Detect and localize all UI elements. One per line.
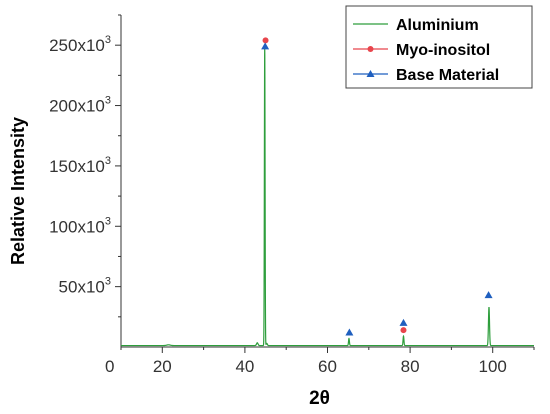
x-tick-label: 40 bbox=[235, 357, 254, 376]
x-axis-title: 2θ bbox=[309, 388, 330, 409]
marker-base-material bbox=[399, 318, 408, 326]
y-tick-label: 200x103 bbox=[49, 95, 111, 116]
marker-layer bbox=[261, 37, 493, 336]
marker-base-material bbox=[345, 328, 354, 336]
legend-entry: Base Material bbox=[353, 67, 499, 84]
legend: Aluminium Myo-inositol Base Material bbox=[345, 5, 533, 89]
legend-label: Myo-inositol bbox=[396, 42, 490, 59]
plot-area: 20 40 60 80 100 50x103 100x103 150x103 200x103 25… bbox=[49, 14, 535, 376]
y-tick-label: 50x103 bbox=[59, 276, 111, 297]
origin-label: 0 bbox=[105, 357, 114, 376]
x-tick-label: 100 bbox=[479, 357, 507, 376]
legend-swatch-marker bbox=[366, 70, 375, 77]
y-tick-label: 100x103 bbox=[49, 215, 111, 236]
series-line-aluminium bbox=[121, 46, 534, 347]
x-tick-label: 80 bbox=[401, 357, 420, 376]
x-tick-label: 20 bbox=[153, 357, 172, 376]
legend-label: Base Material bbox=[396, 67, 499, 84]
marker-myo-inositol bbox=[400, 327, 407, 334]
marker-myo-inositol bbox=[262, 37, 269, 44]
legend-entry: Aluminium bbox=[353, 17, 479, 34]
legend-entry: Myo-inositol bbox=[353, 42, 490, 59]
marker-base-material bbox=[484, 291, 493, 299]
legend-label: Aluminium bbox=[396, 17, 479, 34]
tick-labels: 20 40 60 80 100 50x103 100x103 150x103 200x103 25… bbox=[49, 34, 507, 376]
x-tick-label: 60 bbox=[318, 357, 337, 376]
axis-ticks bbox=[115, 14, 535, 353]
y-tick-label: 250x103 bbox=[49, 34, 111, 55]
series-layer bbox=[121, 46, 534, 347]
y-tick-label: 150x103 bbox=[49, 155, 111, 176]
y-axis-title: Relative Intensity bbox=[8, 117, 28, 265]
marker-base-material bbox=[261, 42, 270, 50]
legend-swatch-marker bbox=[367, 46, 374, 52]
